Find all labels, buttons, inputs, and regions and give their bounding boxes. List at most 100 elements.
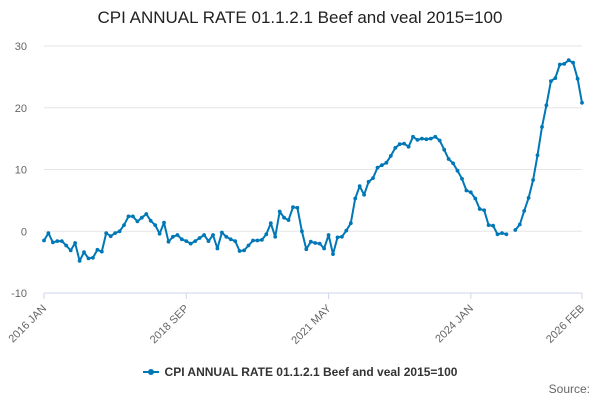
data-point[interactable] [59,239,64,244]
data-point[interactable] [135,219,140,224]
data-point[interactable] [384,160,389,165]
data-point[interactable] [446,157,451,161]
data-point[interactable] [166,239,171,244]
data-point[interactable] [104,231,109,236]
data-point[interactable] [504,232,509,237]
data-point[interactable] [566,58,571,63]
data-point[interactable] [86,256,91,261]
data-point[interactable] [264,232,269,237]
data-point[interactable] [108,234,113,239]
data-point[interactable] [197,236,202,240]
data-point[interactable] [495,232,500,237]
data-point[interactable] [233,239,238,244]
data-point[interactable] [544,103,549,108]
data-point[interactable] [246,243,251,248]
data-point[interactable] [468,190,473,195]
data-point[interactable] [188,241,193,246]
data-point[interactable] [286,218,291,223]
data-point[interactable] [535,153,540,158]
data-point[interactable] [42,238,46,243]
data-point[interactable] [82,250,86,255]
data-point[interactable] [228,237,233,242]
data-point[interactable] [162,220,166,225]
data-point[interactable] [126,214,131,219]
data-point[interactable] [340,234,344,239]
data-point[interactable] [211,233,215,237]
data-point[interactable] [308,239,313,244]
data-point[interactable] [549,79,553,84]
data-point[interactable] [344,228,349,233]
data-point[interactable] [540,125,544,129]
data-point[interactable] [571,60,575,65]
data-point[interactable] [313,241,318,245]
data-point[interactable] [64,243,69,248]
data-point[interactable] [255,238,260,243]
data-point[interactable] [46,231,51,236]
data-point[interactable] [304,247,309,252]
data-point[interactable] [428,136,433,141]
data-point[interactable] [171,234,175,239]
data-point[interactable] [464,188,469,193]
data-point[interactable] [242,248,247,253]
data-point[interactable] [157,231,162,236]
data-point[interactable] [144,212,149,216]
data-point[interactable] [526,196,531,200]
data-point[interactable] [433,134,438,139]
data-point[interactable] [397,142,402,147]
data-point[interactable] [580,100,584,105]
data-point[interactable] [531,178,535,182]
data-point[interactable] [175,233,180,237]
data-point[interactable] [517,222,522,227]
data-point[interactable] [486,223,491,228]
data-point[interactable] [131,214,135,219]
data-point[interactable] [260,238,264,242]
data-point[interactable] [357,184,362,189]
data-point[interactable] [388,154,393,158]
data-point[interactable] [193,239,198,244]
data-point[interactable] [77,259,82,263]
data-point[interactable] [148,218,153,223]
data-point[interactable] [353,196,358,201]
data-point[interactable] [335,235,340,240]
data-point[interactable] [424,137,429,142]
data-point[interactable] [224,234,229,239]
data-point[interactable] [206,239,211,244]
data-point[interactable] [322,246,326,251]
data-point[interactable] [113,231,117,236]
data-point[interactable] [251,238,255,243]
data-point[interactable] [68,248,73,253]
data-point[interactable] [99,249,104,254]
data-point[interactable] [562,62,567,66]
data-point[interactable] [220,230,224,235]
data-point[interactable] [91,255,95,260]
data-point[interactable] [451,161,455,166]
data-point[interactable] [179,237,184,242]
data-point[interactable] [375,165,380,170]
data-point[interactable] [553,76,558,80]
data-point[interactable] [380,163,384,168]
data-point[interactable] [153,223,158,228]
data-point[interactable] [477,207,482,211]
data-point[interactable] [215,246,220,251]
data-point[interactable] [317,241,322,246]
data-point[interactable] [326,233,331,237]
data-point[interactable] [117,229,122,234]
data-point[interactable] [371,176,375,181]
data-point[interactable] [362,192,366,197]
data-point[interactable] [500,231,504,236]
data-point[interactable] [122,223,126,228]
data-point[interactable] [268,221,273,226]
data-point[interactable] [282,215,286,220]
data-point[interactable] [139,215,144,220]
data-point[interactable] [393,146,398,150]
data-point[interactable] [513,228,518,232]
data-point[interactable] [437,138,442,143]
data-point[interactable] [473,196,478,201]
data-point[interactable] [348,221,353,226]
legend[interactable]: CPI ANNUAL RATE 01.1.2.1 Beef and veal 2… [0,365,600,379]
data-point[interactable] [406,144,411,149]
data-point[interactable] [184,239,189,244]
data-point[interactable] [300,229,304,234]
data-point[interactable] [402,141,406,146]
data-point[interactable] [482,208,487,213]
